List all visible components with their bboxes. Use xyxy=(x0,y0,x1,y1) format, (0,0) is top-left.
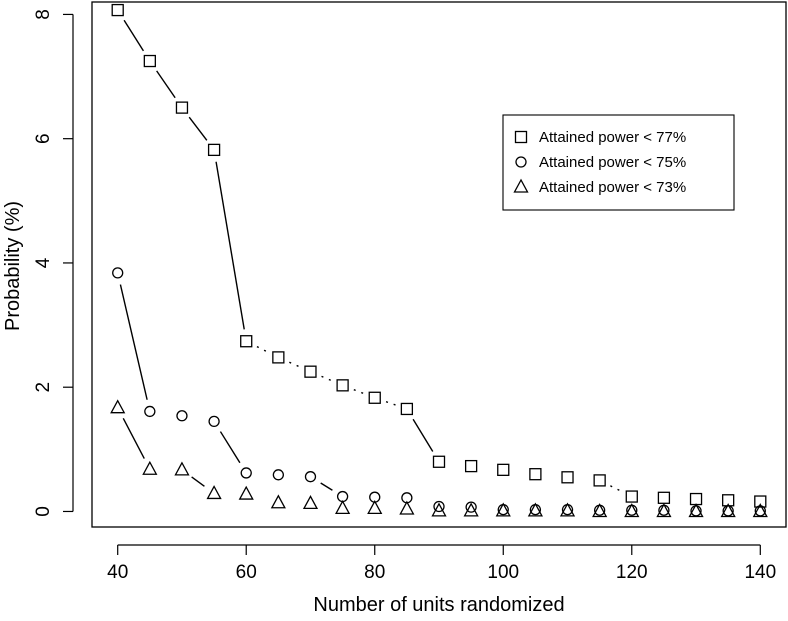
series-3-point xyxy=(367,499,383,515)
series-2-point xyxy=(433,500,445,513)
series-1-line-segment xyxy=(123,19,145,52)
legend-entry-2: Attained power < 75% xyxy=(539,154,686,171)
legend: Attained power < 77% Attained power < 75%… xyxy=(502,114,735,211)
x-tick-label: 80 xyxy=(364,562,385,583)
x-tick-label: 140 xyxy=(744,562,776,583)
x-tick-label: 120 xyxy=(616,562,648,583)
series-3-line-segment xyxy=(122,418,145,459)
series-3-point xyxy=(142,460,158,475)
series-1-point xyxy=(464,459,478,473)
series-3-point xyxy=(431,502,447,517)
series-1-line-segment xyxy=(321,375,332,382)
series-2-point xyxy=(208,415,220,428)
series-3-point xyxy=(688,503,704,518)
series-2-point xyxy=(144,405,156,418)
series-3-point xyxy=(752,503,768,518)
series-1-line-segment xyxy=(353,389,364,395)
series-3-point xyxy=(559,502,576,517)
legend-entry-3: Attained power < 73% xyxy=(539,179,686,196)
series-1-point xyxy=(529,468,542,481)
series-3-point xyxy=(720,503,736,518)
series-1-line-segment xyxy=(610,485,622,492)
x-tick-label: 60 xyxy=(236,562,257,583)
series-1-point xyxy=(497,463,510,476)
series-1-point xyxy=(625,490,638,503)
series-1-point xyxy=(272,351,285,364)
series-1-point xyxy=(240,335,253,348)
series-1-point xyxy=(207,143,221,157)
series-1-point xyxy=(336,379,349,392)
series-2-line-segment xyxy=(320,482,333,491)
series-3-point xyxy=(302,495,319,510)
series-1-point xyxy=(689,492,703,506)
series-1-line-segment xyxy=(256,345,268,353)
x-tick-label: 40 xyxy=(107,562,128,583)
series-2-point xyxy=(304,471,317,483)
series-3-point xyxy=(238,485,254,500)
y-tick-label: 8 xyxy=(33,9,54,20)
series-3-point xyxy=(592,503,608,518)
series-1-point xyxy=(593,474,606,487)
y-tick-label: 0 xyxy=(33,506,54,517)
series-3-point xyxy=(206,485,222,500)
y-axis-label: Probability (%) xyxy=(2,201,24,331)
series-1-point xyxy=(175,101,189,114)
series-1-line-segment xyxy=(156,70,176,99)
series-2-point xyxy=(176,410,188,422)
series-2-point xyxy=(465,501,477,513)
legend-marker-2 xyxy=(515,156,527,168)
series-3-point xyxy=(399,500,415,515)
series-2-line-segment xyxy=(119,284,148,400)
y-tick-label: 6 xyxy=(33,133,54,144)
series-3-point xyxy=(270,494,286,509)
y-axis: 0 2 4 6 8 xyxy=(33,9,74,517)
series-2-line-segment xyxy=(219,431,241,464)
data-markers xyxy=(110,3,768,518)
x-tick-label: 100 xyxy=(487,562,519,583)
y-tick-label: 2 xyxy=(33,382,54,393)
series-1-line-segment xyxy=(188,116,208,141)
series-3-point xyxy=(656,503,672,518)
series-3-point xyxy=(495,502,511,517)
legend-marker-3 xyxy=(513,178,529,193)
series-3-point xyxy=(335,499,351,515)
series-3-point xyxy=(624,503,640,518)
x-axis-label: Number of units randomized xyxy=(313,594,564,616)
series-3-line-segment xyxy=(191,476,205,487)
series-1-point xyxy=(432,455,446,468)
series-1-point xyxy=(143,54,156,68)
series-1-line-segment xyxy=(215,161,245,330)
y-tick-label: 4 xyxy=(33,257,54,268)
series-1-point xyxy=(754,495,767,508)
legend-box xyxy=(502,114,735,211)
series-1-point xyxy=(368,391,381,404)
series-2-point xyxy=(112,267,124,279)
legend-entry-1: Attained power < 77% xyxy=(539,129,686,146)
series-1-point xyxy=(111,3,124,17)
series-3-point xyxy=(527,502,543,517)
series-3-point xyxy=(110,399,126,414)
series-1-point xyxy=(304,365,317,378)
series-2-point xyxy=(240,467,252,479)
series-3-point xyxy=(174,461,190,476)
legend-marker-1 xyxy=(514,130,528,144)
x-axis: 40 60 80 100 120 140 xyxy=(107,544,776,583)
series-3-point xyxy=(463,502,479,517)
series-1-line-segment xyxy=(412,418,434,452)
series-1-point xyxy=(400,402,414,416)
series-2-point xyxy=(272,469,285,481)
series-1-line-segment xyxy=(385,401,396,406)
series-1-point xyxy=(561,471,574,484)
series-1-point xyxy=(657,491,671,504)
series-1-line-segment xyxy=(289,361,300,368)
connecting-lines xyxy=(119,19,622,492)
plot-frame xyxy=(91,1,787,528)
